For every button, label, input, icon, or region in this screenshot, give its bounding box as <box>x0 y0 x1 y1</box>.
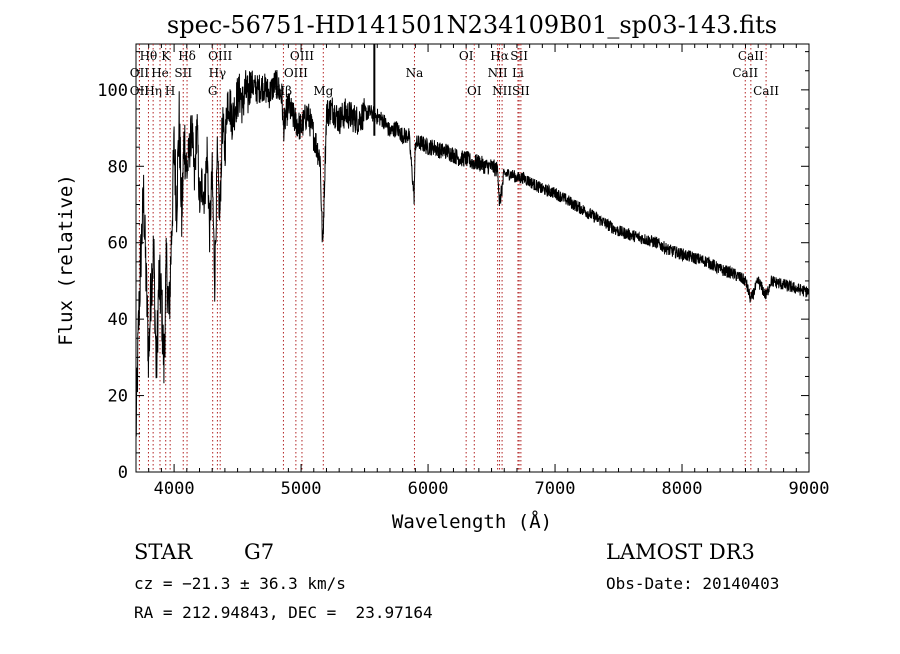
obs-date: Obs-Date: 20140403 <box>606 574 780 593</box>
spectral-line-label: NII <box>488 66 508 80</box>
redshift-line: cz = −21.3 ± 36.3 km/s <box>134 574 346 593</box>
spectral-line-label: SII <box>510 49 528 63</box>
spectral-line-label: CaII <box>738 49 764 63</box>
spectral-line-label: Hδ <box>178 49 196 63</box>
object-class: STAR <box>134 540 193 564</box>
survey-label: LAMOST DR3 <box>606 540 755 564</box>
x-tick-label: 4000 <box>154 479 195 499</box>
spectral-line-label: OI <box>459 49 474 63</box>
spectral-line-label: Hα <box>490 49 509 63</box>
axis-ticks-layer: 4000 5000 6000 7000 8000 9000 0 20 40 60 80 100 <box>97 44 829 499</box>
y-tick-label: 100 <box>97 81 128 101</box>
spectral-line-label: CaII <box>732 66 758 80</box>
y-axis-label: Flux (relative) <box>55 174 77 346</box>
y-tick-label: 80 <box>108 157 128 177</box>
x-tick-label: 7000 <box>535 479 576 499</box>
spectral-line-label: OIII <box>284 66 308 80</box>
chart-title: spec-56751-HD141501N234109B01_sp03-143.f… <box>167 11 777 39</box>
y-tick-label: 0 <box>118 463 128 483</box>
spectral-line-label: CaII <box>753 84 779 98</box>
spectral-line-label: He <box>151 66 169 80</box>
y-tick-label: 60 <box>108 234 128 254</box>
spectral-line-label: Li <box>512 66 524 80</box>
spectral-line-label: Hγ <box>209 66 227 80</box>
spectral-line-label: OII <box>130 84 150 98</box>
spectral-line-label: Hθ <box>140 49 158 63</box>
spectral-line-label: H <box>165 84 175 98</box>
spectral-line-label: K <box>161 49 171 63</box>
coordinates-line: RA = 212.94843, DEC = 23.97164 <box>134 603 433 622</box>
x-tick-label: 9000 <box>789 479 830 499</box>
series-layer <box>135 69 810 437</box>
spectral-line-label: Mg <box>313 84 333 98</box>
plot-frame <box>135 43 810 473</box>
y-tick-label: 20 <box>108 387 128 407</box>
spectral-line-label: OI <box>467 84 482 98</box>
x-tick-label: 6000 <box>408 479 449 499</box>
spectrum-line <box>135 69 810 437</box>
spectral-line-label: SII <box>174 66 192 80</box>
spectral-line-label: G <box>208 84 218 98</box>
spectral-line-label: OIII <box>208 49 232 63</box>
y-tick-label: 40 <box>108 310 128 330</box>
object-subclass: G7 <box>244 540 275 564</box>
spectral-line-label: OIII <box>290 49 314 63</box>
x-tick-label: 8000 <box>662 479 703 499</box>
spectral-line-label: SII <box>512 84 530 98</box>
x-axis-label: Wavelength (Å) <box>392 510 552 533</box>
spectral-line-label: Na <box>406 66 424 80</box>
spectral-line-label: Hη <box>144 84 162 98</box>
spectral-line-label: NII <box>492 84 512 98</box>
x-tick-label: 5000 <box>281 479 322 499</box>
